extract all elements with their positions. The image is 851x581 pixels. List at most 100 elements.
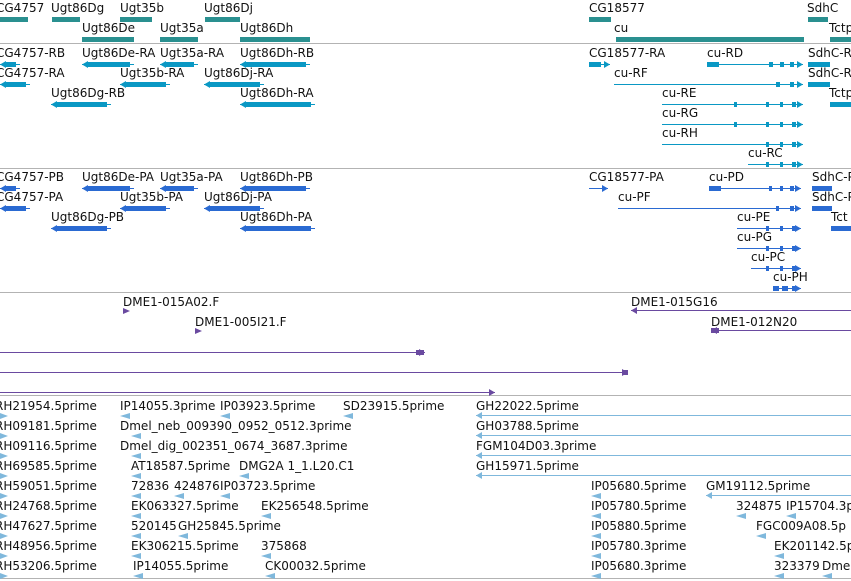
- est-glyph[interactable]: [131, 533, 141, 539]
- est-label[interactable]: 72836: [131, 479, 170, 493]
- rna-transcript-glyph-exon[interactable]: [57, 102, 107, 107]
- gene-label[interactable]: Ugt86De: [82, 21, 135, 35]
- transcript-label[interactable]: Tctp: [829, 86, 851, 100]
- protein-glyph-exon[interactable]: [166, 186, 194, 191]
- protein-glyph-exon[interactable]: [776, 206, 779, 211]
- protein-glyph-arrow[interactable]: [602, 185, 608, 192]
- est-glyph[interactable]: [756, 533, 766, 539]
- est-glyph[interactable]: [591, 493, 601, 499]
- gene-glyph[interactable]: [830, 37, 851, 42]
- est-label[interactable]: AT18587.5prime: [131, 459, 231, 473]
- transcript-label[interactable]: SdhC-RB: [808, 66, 851, 80]
- est-label[interactable]: IP14055.3prime: [120, 399, 216, 413]
- rna-transcript-glyph-exon[interactable]: [780, 122, 783, 127]
- transcript-label[interactable]: cu-RD: [707, 46, 744, 60]
- protein-glyph-arrow[interactable]: [795, 265, 801, 272]
- transcript-label[interactable]: Ugt35a-RA: [160, 46, 225, 60]
- protein-glyph-arrow[interactable]: [795, 185, 801, 192]
- transcript-label[interactable]: cu-RE: [662, 86, 697, 100]
- est-label[interactable]: GH22022.5prime: [476, 399, 579, 413]
- rna-transcript-glyph-exon[interactable]: [734, 102, 737, 107]
- protein-glyph-exon[interactable]: [780, 246, 783, 251]
- est-label[interactable]: FGC009A08.5p: [756, 519, 847, 533]
- clone-glyph-arrow[interactable]: [419, 349, 425, 356]
- protein-glyph-arrow[interactable]: [82, 185, 88, 192]
- protein-glyph[interactable]: [831, 226, 851, 231]
- est-glyph[interactable]: [0, 473, 8, 479]
- protein-glyph-arrow[interactable]: [240, 185, 246, 192]
- protein-glyph-exon[interactable]: [246, 226, 311, 231]
- rna-transcript-glyph-arrow[interactable]: [240, 101, 246, 108]
- rna-transcript-glyph-exon[interactable]: [780, 102, 783, 107]
- est-label[interactable]: Dmel: [822, 559, 851, 573]
- protein-glyph-exon[interactable]: [709, 186, 721, 191]
- rna-transcript-glyph-arrow[interactable]: [797, 141, 803, 148]
- protein-glyph-exon[interactable]: [790, 206, 794, 211]
- est-label[interactable]: RH24768.5prime: [0, 499, 97, 513]
- rna-transcript-glyph-exon[interactable]: [707, 62, 719, 67]
- gene-label[interactable]: Ugt86Dh: [240, 21, 294, 35]
- est-label[interactable]: IP05880.5prime: [591, 519, 687, 533]
- est-glyph[interactable]: [0, 493, 8, 499]
- protein-glyph-exon[interactable]: [88, 186, 130, 191]
- est-glyph[interactable]: [822, 573, 832, 579]
- est-glyph-arrow[interactable]: [476, 472, 482, 479]
- protein-glyph[interactable]: [812, 186, 832, 191]
- est-glyph[interactable]: [174, 493, 184, 499]
- rna-transcript-glyph[interactable]: [808, 82, 830, 87]
- rna-transcript-glyph-exon[interactable]: [6, 62, 16, 67]
- est-label[interactable]: EK256548.5prime: [261, 499, 369, 513]
- est-glyph-arrow[interactable]: [476, 452, 482, 459]
- est-label[interactable]: IP15704.3p: [786, 499, 851, 513]
- gene-label[interactable]: CG18577: [589, 1, 645, 15]
- gene-label[interactable]: SdhC: [807, 1, 839, 15]
- est-label[interactable]: CK00032.5prime: [265, 559, 366, 573]
- transcript-label[interactable]: Ugt86Dj-RA: [204, 66, 274, 80]
- gene-label[interactable]: Ugt86Dg: [51, 1, 105, 15]
- est-label[interactable]: Dmel_dig_002351_0674_3687.3prime: [120, 439, 348, 453]
- rna-transcript-glyph-exon[interactable]: [589, 62, 601, 67]
- protein-glyph-exon[interactable]: [792, 286, 796, 291]
- est-glyph[interactable]: [220, 413, 230, 419]
- est-glyph[interactable]: [591, 513, 601, 519]
- protein-glyph-arrow[interactable]: [51, 225, 57, 232]
- est-label[interactable]: RH59051.5prime: [0, 479, 97, 493]
- rna-transcript-glyph-arrow[interactable]: [82, 61, 88, 68]
- rna-transcript-glyph-arrow[interactable]: [51, 101, 57, 108]
- protein-glyph-exon[interactable]: [780, 266, 783, 271]
- protein-glyph-arrow[interactable]: [160, 185, 166, 192]
- protein-label[interactable]: cu-PE: [737, 210, 771, 224]
- rna-transcript-glyph-exon[interactable]: [792, 162, 796, 167]
- transcript-label[interactable]: CG4757-RA: [0, 66, 65, 80]
- est-glyph[interactable]: [0, 453, 8, 459]
- rna-transcript-glyph-exon[interactable]: [776, 82, 780, 87]
- transcript-label[interactable]: cu-RH: [662, 126, 698, 140]
- rna-transcript-glyph-exon[interactable]: [766, 142, 769, 147]
- rna-transcript-glyph-arrow[interactable]: [160, 61, 166, 68]
- rna-transcript-glyph-arrow[interactable]: [604, 61, 610, 68]
- est-label[interactable]: 520145: [131, 519, 177, 533]
- protein-glyph-arrow[interactable]: [240, 225, 246, 232]
- rna-transcript-glyph-exon[interactable]: [792, 122, 796, 127]
- protein-glyph-exon[interactable]: [792, 246, 796, 251]
- gene-glyph[interactable]: [240, 37, 310, 42]
- rna-transcript-glyph-exon[interactable]: [790, 82, 794, 87]
- rna-transcript-glyph-arrow[interactable]: [797, 101, 803, 108]
- rna-transcript-glyph[interactable]: [830, 102, 851, 107]
- protein-glyph-exon[interactable]: [246, 186, 306, 191]
- est-label[interactable]: GH25845.5prime: [178, 519, 281, 533]
- rna-transcript-glyph-exon[interactable]: [780, 142, 783, 147]
- protein-label[interactable]: SdhC-P: [812, 190, 851, 204]
- est-label[interactable]: 424876: [174, 479, 220, 493]
- clone-label[interactable]: DME1-005I21.F: [195, 315, 287, 329]
- est-glyph[interactable]: [131, 433, 141, 439]
- protein-label[interactable]: Ugt35a-PA: [160, 170, 223, 184]
- rna-transcript-glyph[interactable]: [808, 62, 830, 67]
- est-label[interactable]: IP03923.5prime: [220, 399, 316, 413]
- rna-transcript-glyph-arrow[interactable]: [204, 81, 210, 88]
- transcript-label[interactable]: CG18577-RA: [589, 46, 666, 60]
- est-glyph[interactable]: [736, 513, 746, 519]
- protein-glyph-exon[interactable]: [210, 206, 260, 211]
- gene-label[interactable]: Ugt35a: [160, 21, 204, 35]
- clone-glyph[interactable]: [195, 328, 202, 334]
